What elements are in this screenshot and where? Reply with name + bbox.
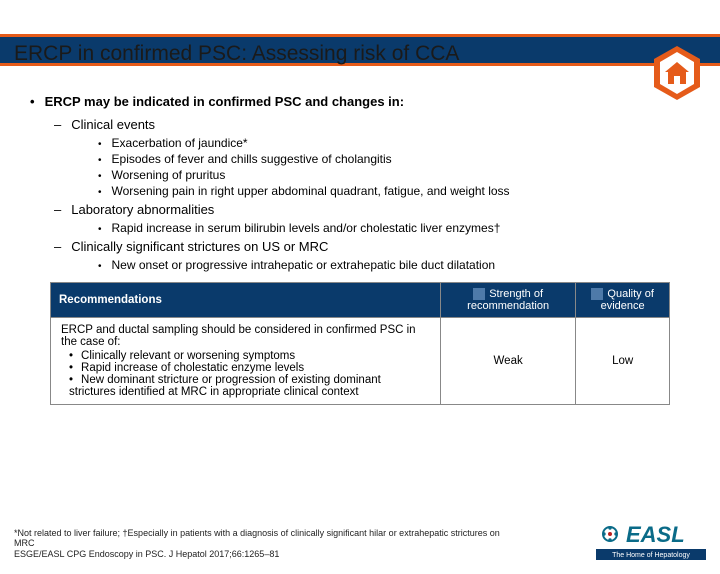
section-heading: Laboratory abnormalities: [54, 202, 690, 217]
section-item: Episodes of fever and chills suggestive …: [98, 152, 690, 166]
easl-logo: EASL The Home of Hepatology: [596, 516, 706, 560]
recommendation-cell: ERCP and ductal sampling should be consi…: [51, 318, 441, 405]
svg-text:EASL: EASL: [626, 522, 685, 547]
rec-bullet: Rapid increase of cholestatic enzyme lev…: [69, 362, 430, 374]
section-heading: Clinical events: [54, 117, 690, 132]
quality-header: Quality of evidence: [576, 283, 670, 318]
content-region: ERCP may be indicated in confirmed PSC a…: [0, 66, 720, 272]
section-heading: Clinically significant strictures on US …: [54, 239, 690, 254]
section-item: Rapid increase in serum bilirubin levels…: [98, 221, 690, 235]
section-item: New onset or progressive intrahepatic or…: [98, 258, 690, 272]
section-item: Worsening of pruritus: [98, 168, 690, 182]
section-item: Exacerbation of jaundice*: [98, 136, 690, 150]
rec-bullet: Clinically relevant or worsening symptom…: [69, 350, 430, 362]
quality-value: Low: [576, 318, 670, 405]
section-item: Worsening pain in right upper abdominal …: [98, 184, 690, 198]
svg-text:The Home of Hepatology: The Home of Hepatology: [612, 552, 690, 559]
rec-bullet: New dominant stricture or progression of…: [69, 374, 430, 398]
intro-line: ERCP may be indicated in confirmed PSC a…: [30, 94, 690, 109]
rec-header: Recommendations: [51, 283, 441, 318]
strength-value: Weak: [441, 318, 576, 405]
recommendations-table: Recommendations Strength of recommendati…: [50, 282, 670, 405]
home-icon[interactable]: [648, 44, 706, 107]
footnote: *Not related to liver failure; †Especial…: [14, 528, 514, 560]
page-title: ERCP in confirmed PSC: Assessing risk of…: [14, 42, 459, 66]
strength-header: Strength of recommendation: [441, 283, 576, 318]
